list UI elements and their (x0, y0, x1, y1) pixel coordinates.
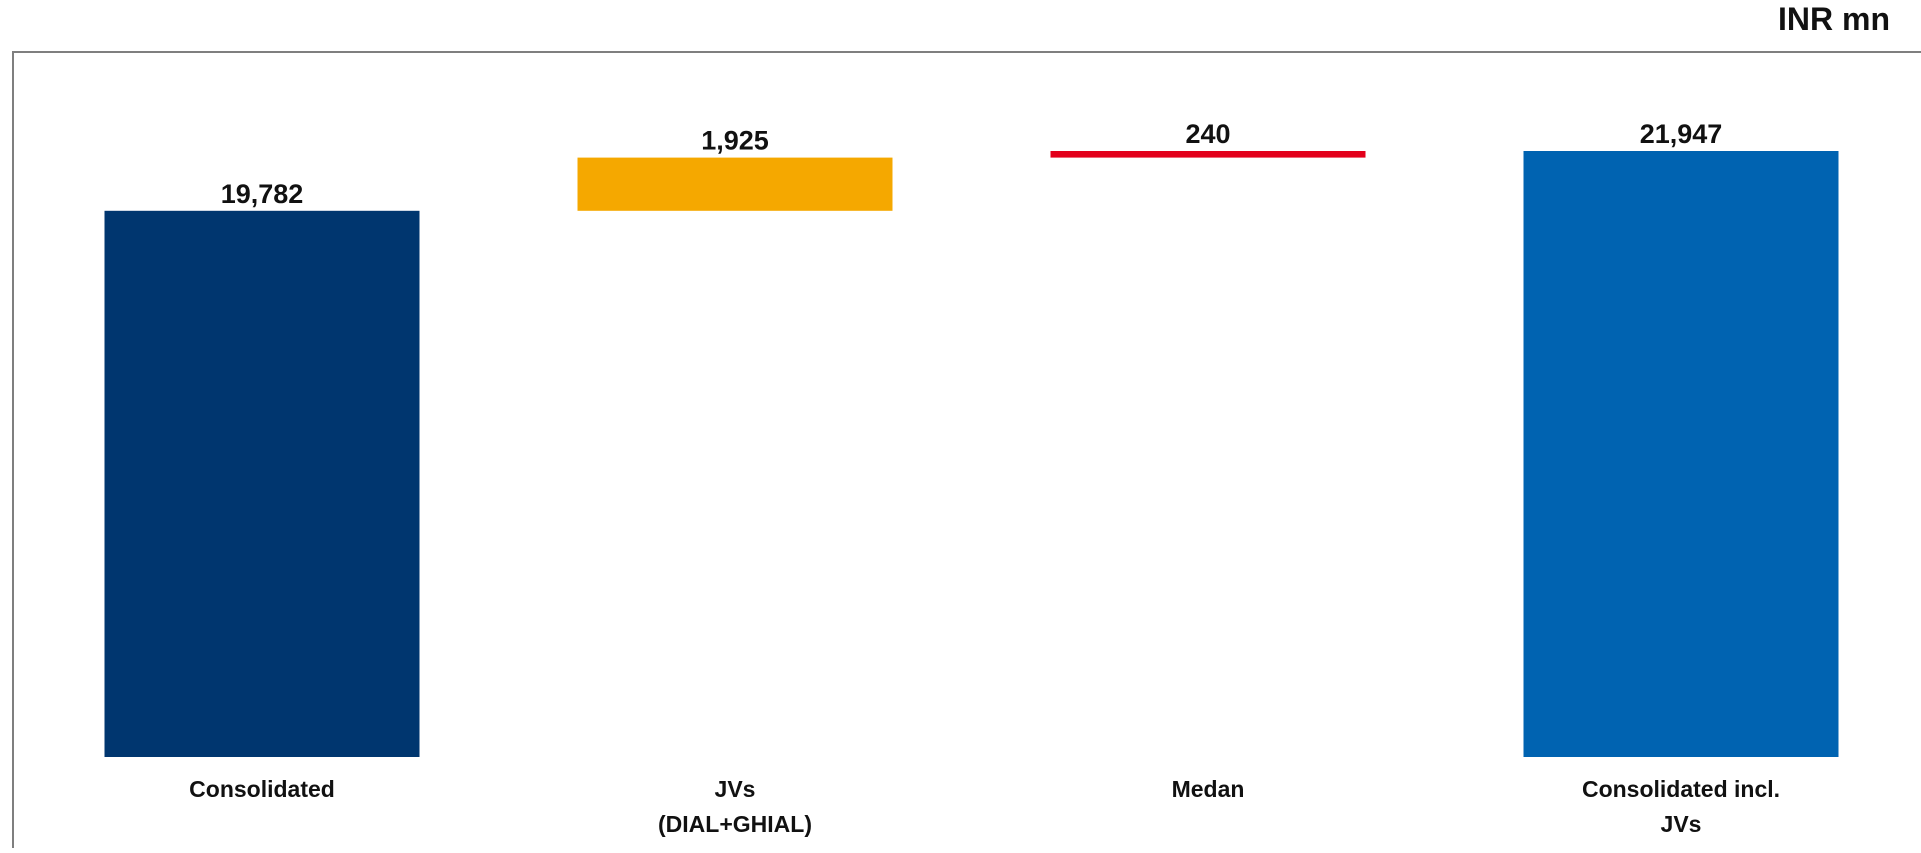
category-label-consolidated: Consolidated (189, 776, 335, 802)
category-label-jvs-line-2: (DIAL+GHIAL) (658, 811, 812, 837)
category-label-medan: Medan (1172, 776, 1245, 802)
category-label-consolidated-incl-jvs-line-1: Consolidated incl. (1582, 776, 1780, 802)
data-label-jvs: 1,925 (701, 126, 769, 156)
bar-jvs (577, 157, 893, 211)
bars-layer (104, 151, 1839, 758)
value-labels-layer: 19,782 1,925 240 21,947 (221, 119, 1723, 209)
unit-label: INR mn (1778, 1, 1890, 37)
bar-consolidated-incl-jvs (1523, 151, 1839, 757)
category-label-consolidated-incl-jvs-line-2: JVs (1661, 811, 1702, 837)
data-label-consolidated-incl-jvs: 21,947 (1640, 119, 1723, 149)
plot-frame (12, 51, 1921, 853)
bar-medan (1050, 151, 1366, 158)
bar-consolidated (104, 210, 420, 758)
category-labels-layer: Consolidated JVs (DIAL+GHIAL) Medan Consolid… (189, 776, 1780, 837)
data-label-consolidated: 19,782 (221, 179, 304, 209)
data-label-medan: 240 (1185, 119, 1230, 149)
category-label-jvs-line-1: JVs (715, 776, 756, 802)
